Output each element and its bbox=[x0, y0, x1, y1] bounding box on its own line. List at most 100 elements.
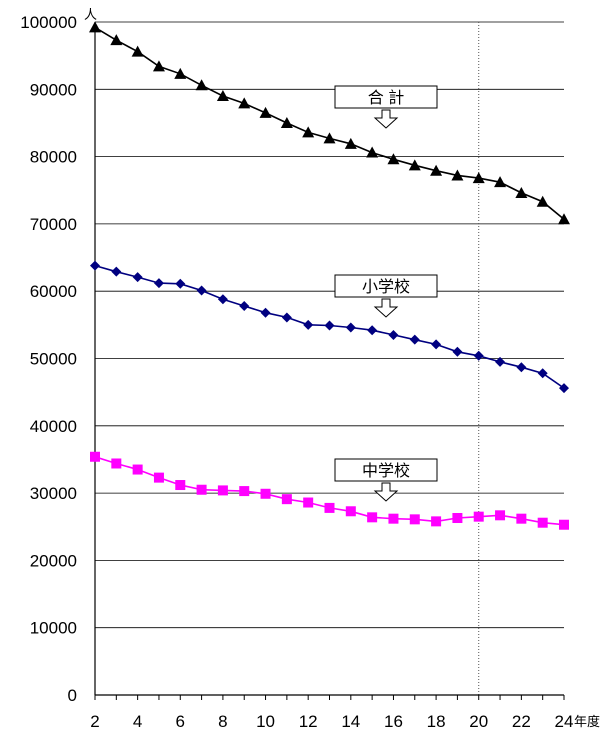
y-tick-labels: 0 10000 20000 30000 40000 50000 60000 70000 8000… bbox=[20, 13, 77, 705]
data-point bbox=[559, 383, 569, 394]
y-tick-label: 10000 bbox=[30, 619, 77, 638]
data-point bbox=[431, 516, 442, 527]
data-point bbox=[495, 510, 506, 521]
data-point bbox=[387, 153, 400, 165]
data-point bbox=[408, 159, 421, 171]
data-point bbox=[152, 60, 165, 72]
data-point bbox=[132, 272, 143, 283]
x-tick-label: 24 bbox=[555, 712, 574, 731]
callout-0: 合 計 bbox=[334, 85, 438, 129]
data-point bbox=[303, 497, 314, 508]
down-arrow-icon bbox=[373, 109, 399, 129]
data-point bbox=[195, 79, 208, 91]
data-point bbox=[409, 514, 420, 525]
callout-1: 小学校 bbox=[334, 274, 438, 318]
y-tick-label: 80000 bbox=[30, 148, 77, 167]
data-point bbox=[324, 502, 335, 513]
data-point bbox=[281, 494, 292, 505]
data-point bbox=[409, 334, 420, 345]
data-point bbox=[260, 307, 271, 318]
data-point bbox=[388, 329, 399, 340]
series-layer bbox=[89, 21, 570, 530]
x-tick-labels: 2 4 6 8 10 12 14 16 18 20 22 24 bbox=[90, 712, 573, 731]
callout-box bbox=[334, 85, 438, 109]
data-point bbox=[153, 278, 164, 289]
data-point bbox=[110, 34, 123, 46]
data-point bbox=[90, 451, 100, 462]
series-0 bbox=[89, 21, 570, 225]
y-tick-label: 50000 bbox=[30, 350, 77, 369]
data-point bbox=[536, 195, 549, 207]
x-tick-label: 2 bbox=[90, 712, 99, 731]
series-label: 小学校 bbox=[362, 278, 410, 296]
callout-2: 中学校 bbox=[334, 458, 438, 502]
data-point bbox=[472, 172, 485, 184]
y-tick-label: 30000 bbox=[30, 484, 77, 503]
data-point bbox=[516, 513, 527, 524]
data-point bbox=[153, 472, 164, 483]
data-point bbox=[451, 169, 464, 181]
data-point bbox=[367, 512, 378, 523]
y-tick-label: 40000 bbox=[30, 417, 77, 436]
data-point bbox=[280, 116, 293, 128]
data-point bbox=[238, 97, 251, 109]
data-point bbox=[303, 319, 314, 330]
data-point bbox=[281, 312, 292, 323]
data-point bbox=[174, 67, 187, 79]
data-point bbox=[495, 356, 506, 367]
data-point bbox=[111, 458, 122, 469]
data-point bbox=[302, 126, 315, 138]
series-2 bbox=[90, 451, 569, 530]
y-tick-label: 0 bbox=[68, 686, 77, 705]
x-tick-label: 8 bbox=[218, 712, 227, 731]
data-point bbox=[344, 137, 357, 149]
data-point bbox=[494, 176, 507, 188]
data-point bbox=[239, 486, 250, 497]
data-point bbox=[452, 513, 463, 524]
y-tick-label: 90000 bbox=[30, 80, 77, 99]
data-point bbox=[367, 325, 378, 336]
gridlines bbox=[95, 21, 564, 629]
series-line bbox=[94, 456, 565, 526]
x-tick-label: 18 bbox=[427, 712, 446, 731]
series-label: 合 計 bbox=[368, 89, 404, 107]
data-point bbox=[90, 260, 100, 271]
callout-box bbox=[334, 274, 438, 298]
x-tick-label: 14 bbox=[341, 712, 360, 731]
data-point bbox=[345, 322, 356, 333]
data-point bbox=[473, 350, 484, 361]
data-point bbox=[196, 285, 207, 296]
down-arrow-icon bbox=[373, 482, 399, 502]
data-point bbox=[452, 346, 463, 357]
x-tick-label: 4 bbox=[133, 712, 142, 731]
series-line bbox=[94, 26, 565, 220]
data-point bbox=[260, 488, 271, 499]
y-tick-label: 70000 bbox=[30, 215, 77, 234]
data-point bbox=[537, 517, 548, 528]
y-tick-label: 20000 bbox=[30, 551, 77, 570]
data-point bbox=[516, 362, 527, 373]
data-point bbox=[239, 301, 250, 312]
data-point bbox=[217, 294, 228, 305]
data-point bbox=[217, 485, 228, 496]
y-axis-unit: 人 bbox=[84, 7, 97, 22]
data-point bbox=[324, 320, 335, 331]
data-point bbox=[515, 186, 528, 198]
data-point bbox=[196, 484, 207, 495]
data-point bbox=[366, 146, 379, 158]
data-point bbox=[345, 506, 356, 517]
data-point bbox=[323, 132, 336, 144]
x-tick-label: 22 bbox=[512, 712, 531, 731]
data-point bbox=[430, 164, 443, 176]
x-tick-label: 10 bbox=[256, 712, 275, 731]
x-tick-label: 16 bbox=[384, 712, 403, 731]
data-point bbox=[473, 511, 484, 522]
data-point bbox=[111, 266, 122, 277]
data-point bbox=[132, 464, 143, 475]
data-point bbox=[216, 90, 229, 102]
data-point bbox=[175, 480, 186, 491]
data-point bbox=[431, 339, 442, 350]
data-point bbox=[259, 106, 272, 118]
